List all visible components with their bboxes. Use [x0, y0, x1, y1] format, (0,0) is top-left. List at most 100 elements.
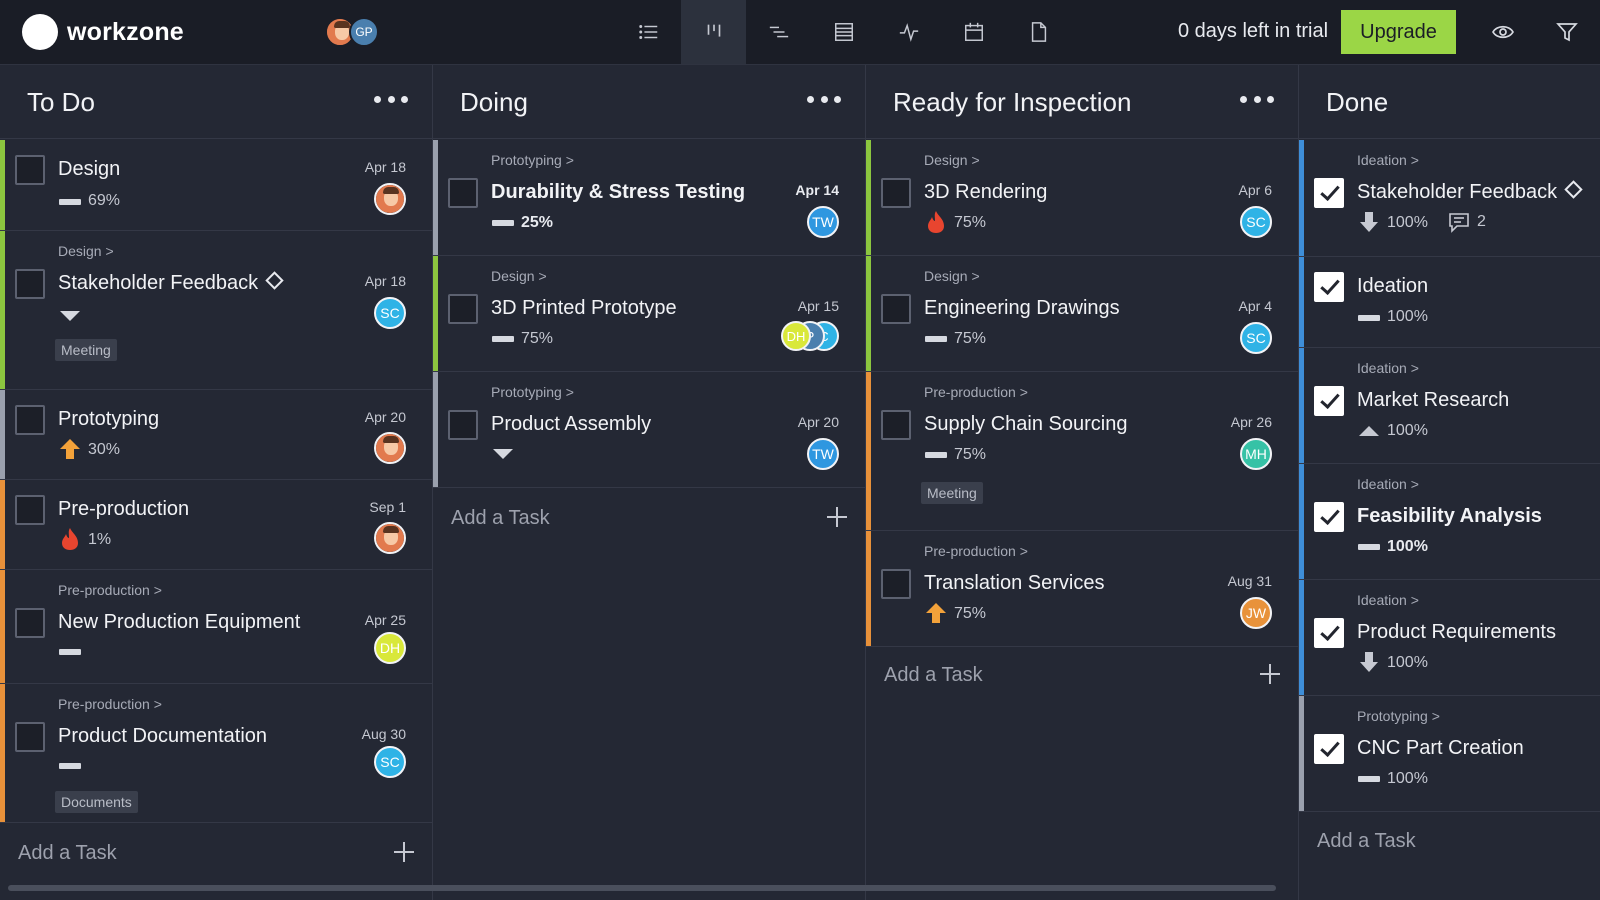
task-card[interactable]: Ideation > Feasibility Analysis 100%	[1299, 464, 1600, 580]
parent-breadcrumb[interactable]: Design >	[491, 268, 547, 284]
task-card[interactable]: Prototyping Apr 20 30%	[0, 390, 433, 480]
more-options-icon[interactable]	[1240, 87, 1274, 111]
plus-icon[interactable]	[825, 505, 849, 529]
task-checkbox[interactable]	[448, 294, 478, 324]
task-card[interactable]: Prototyping > CNC Part Creation 100%	[1299, 696, 1600, 812]
task-tag[interactable]: Meeting	[921, 482, 983, 504]
parent-breadcrumb[interactable]: Prototyping >	[491, 384, 574, 400]
task-card[interactable]: Design Apr 18 69%	[0, 140, 433, 231]
assignee-avatar[interactable]	[374, 183, 406, 215]
task-card[interactable]: Ideation 100%	[1299, 257, 1600, 348]
task-card[interactable]: Pre-production > Product Documentation A…	[0, 684, 433, 823]
task-checkbox[interactable]	[448, 178, 478, 208]
assignee-avatar[interactable]: TW	[807, 438, 839, 470]
board-view-icon[interactable]	[681, 0, 746, 64]
parent-breadcrumb[interactable]: Pre-production >	[924, 543, 1028, 559]
parent-breadcrumb[interactable]: Design >	[924, 152, 980, 168]
parent-breadcrumb[interactable]: Ideation >	[1357, 592, 1419, 608]
plus-icon[interactable]	[1258, 662, 1282, 686]
task-card[interactable]: Prototyping > Durability & Stress Testin…	[433, 140, 866, 256]
assignee-avatar[interactable]: SC	[1240, 206, 1272, 238]
task-checkbox-checked[interactable]	[1314, 272, 1344, 302]
add-task-row[interactable]: Add a Task	[1299, 813, 1600, 869]
assignee-stack[interactable]: C P DH	[781, 321, 839, 353]
parent-breadcrumb[interactable]: Ideation >	[1357, 476, 1419, 492]
files-view-icon[interactable]	[1006, 0, 1071, 64]
assignee-avatar[interactable]: TW	[807, 206, 839, 238]
task-card[interactable]: Pre-production Sep 1 1%	[0, 480, 433, 570]
task-card[interactable]: Ideation > Market Research 100%	[1299, 348, 1600, 464]
task-checkbox[interactable]	[15, 155, 45, 185]
task-card[interactable]: Pre-production > Supply Chain Sourcing A…	[866, 372, 1299, 531]
assignee-avatar[interactable]	[374, 432, 406, 464]
horizontal-scrollbar[interactable]	[8, 885, 1276, 891]
task-card[interactable]: Design > Engineering Drawings Apr 4 75% …	[866, 256, 1299, 372]
assignee-avatar[interactable]: MH	[1240, 438, 1272, 470]
task-checkbox[interactable]	[448, 410, 478, 440]
task-card[interactable]: Ideation > Stakeholder Feedback 100% 2	[1299, 140, 1600, 257]
assignee-avatar[interactable]: SC	[374, 746, 406, 778]
parent-breadcrumb[interactable]: Ideation >	[1357, 152, 1419, 168]
assignee-avatar[interactable]: SC	[374, 297, 406, 329]
list-view-icon[interactable]	[616, 0, 681, 64]
app-logo[interactable]: workzone	[22, 14, 184, 50]
parent-breadcrumb[interactable]: Design >	[924, 268, 980, 284]
priority-low-icon	[58, 304, 82, 328]
task-card[interactable]: Prototyping > Product Assembly Apr 20 TW	[433, 372, 866, 488]
task-card[interactable]: Pre-production > Translation Services Au…	[866, 531, 1299, 647]
gantt-view-icon[interactable]	[746, 0, 811, 64]
assignee-avatar[interactable]	[374, 522, 406, 554]
task-checkbox[interactable]	[15, 269, 45, 299]
parent-breadcrumb[interactable]: Pre-production >	[58, 582, 162, 598]
task-checkbox-checked[interactable]	[1314, 734, 1344, 764]
task-card[interactable]: Design > 3D Printed Prototype Apr 15 75%…	[433, 256, 866, 372]
parent-breadcrumb[interactable]: Pre-production >	[924, 384, 1028, 400]
assignee-avatar[interactable]: SC	[1240, 322, 1272, 354]
parent-breadcrumb[interactable]: Design >	[58, 243, 114, 259]
filter-icon[interactable]	[1553, 18, 1581, 46]
table-view-icon[interactable]	[811, 0, 876, 64]
task-checkbox[interactable]	[15, 722, 45, 752]
task-checkbox[interactable]	[881, 569, 911, 599]
parent-breadcrumb[interactable]: Prototyping >	[1357, 708, 1440, 724]
add-task-row[interactable]: Add a Task	[433, 490, 866, 546]
task-tag[interactable]: Documents	[55, 791, 138, 813]
task-checkbox[interactable]	[881, 178, 911, 208]
add-task-label[interactable]: Add a Task	[884, 664, 983, 686]
parent-breadcrumb[interactable]: Pre-production >	[58, 696, 162, 712]
task-checkbox[interactable]	[15, 405, 45, 435]
task-card[interactable]: Ideation > Product Requirements 100%	[1299, 580, 1600, 696]
task-card[interactable]: Design > Stakeholder Feedback Apr 18 SC …	[0, 231, 433, 390]
task-checkbox-checked[interactable]	[1314, 386, 1344, 416]
task-title: Durability & Stress Testing	[491, 181, 746, 203]
calendar-view-icon[interactable]	[941, 0, 1006, 64]
task-tag[interactable]: Meeting	[55, 339, 117, 361]
add-task-label[interactable]: Add a Task	[451, 507, 550, 529]
parent-breadcrumb[interactable]: Ideation >	[1357, 360, 1419, 376]
team-avatars[interactable]: GP	[325, 17, 381, 47]
task-checkbox[interactable]	[15, 608, 45, 638]
more-options-icon[interactable]	[807, 87, 841, 111]
task-checkbox-checked[interactable]	[1314, 178, 1344, 208]
comment-count[interactable]: 2	[1447, 210, 1486, 234]
task-card[interactable]: Pre-production > New Production Equipmen…	[0, 570, 433, 684]
assignee-avatar[interactable]: JW	[1240, 597, 1272, 629]
upgrade-button[interactable]: Upgrade	[1341, 10, 1456, 54]
add-task-label[interactable]: Add a Task	[18, 842, 117, 864]
plus-icon[interactable]	[392, 840, 416, 864]
task-checkbox-checked[interactable]	[1314, 618, 1344, 648]
workload-view-icon[interactable]	[876, 0, 941, 64]
more-options-icon[interactable]	[374, 87, 408, 111]
add-task-label[interactable]: Add a Task	[1317, 830, 1416, 852]
task-card[interactable]: Design > 3D Rendering Apr 6 75% SC	[866, 140, 1299, 256]
task-checkbox[interactable]	[15, 495, 45, 525]
task-checkbox-checked[interactable]	[1314, 502, 1344, 532]
eye-icon[interactable]	[1489, 18, 1517, 46]
parent-breadcrumb[interactable]: Prototyping >	[491, 152, 574, 168]
task-title: Engineering Drawings	[924, 297, 1120, 319]
add-task-row[interactable]: Add a Task	[866, 647, 1299, 703]
add-task-row[interactable]: Add a Task	[0, 825, 433, 881]
task-checkbox[interactable]	[881, 410, 911, 440]
task-checkbox[interactable]	[881, 294, 911, 324]
assignee-avatar[interactable]: DH	[374, 632, 406, 664]
